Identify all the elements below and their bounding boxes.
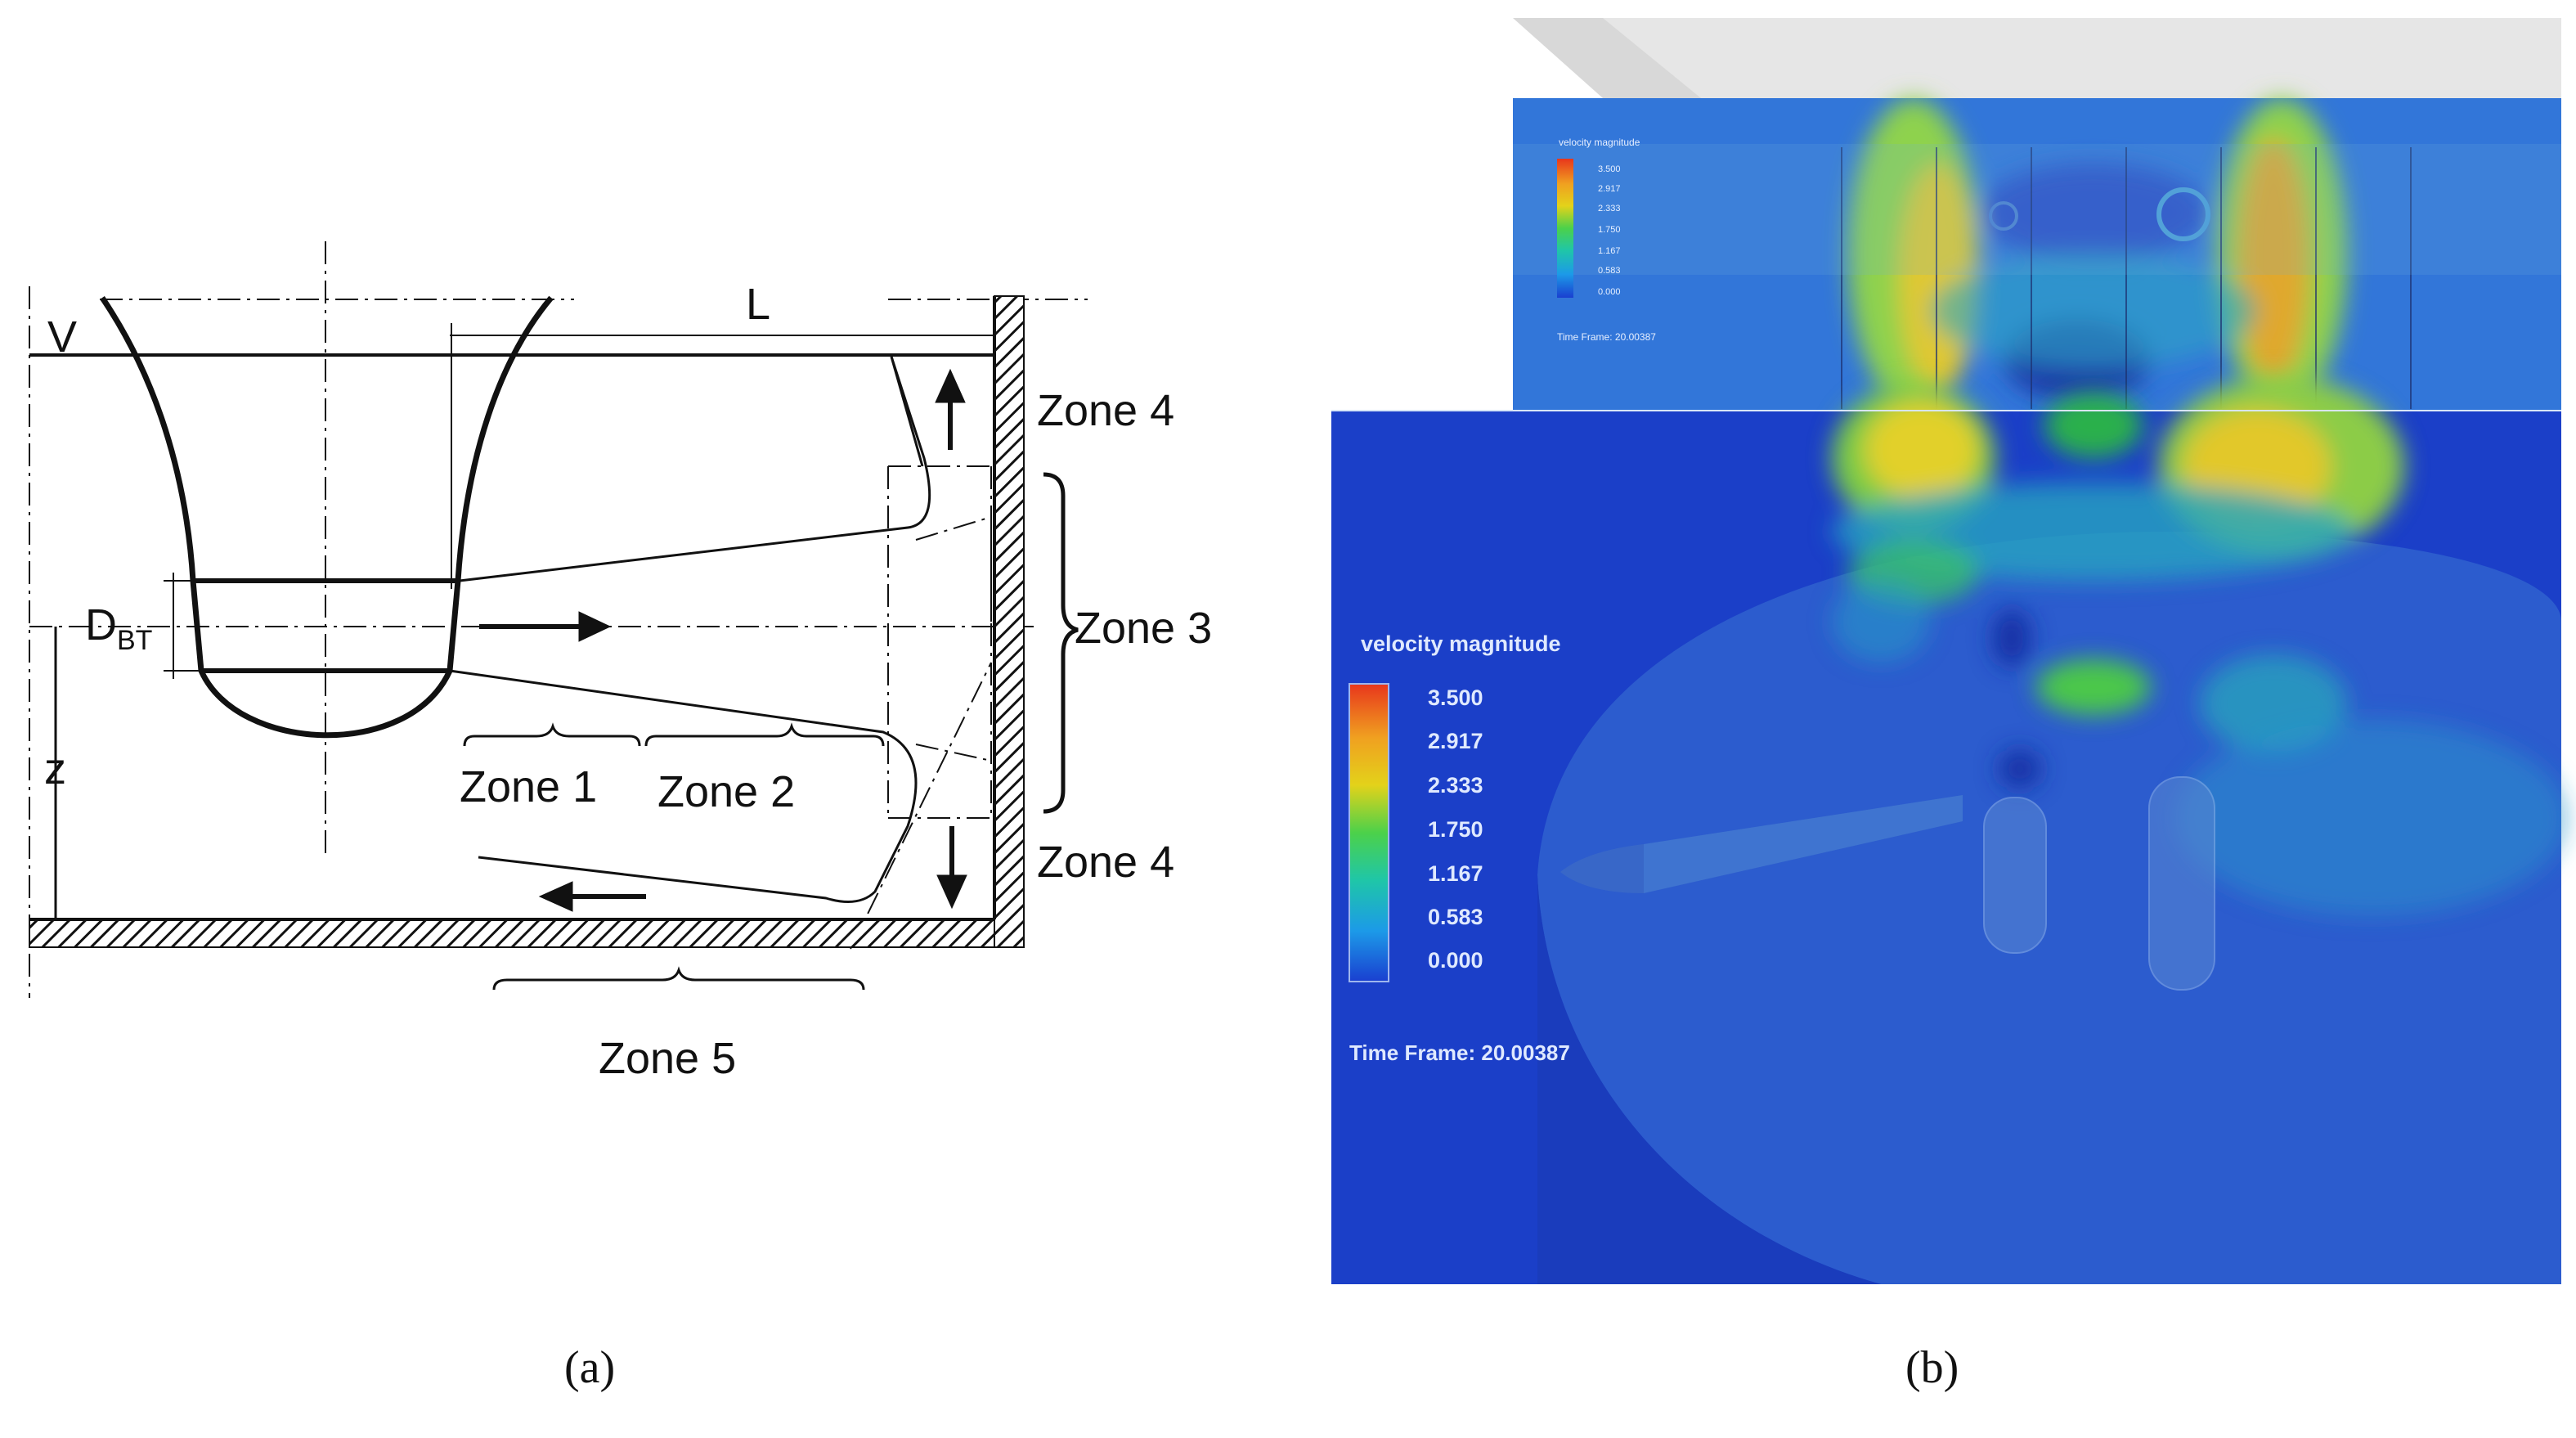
zone-braces [463, 472, 1079, 991]
panel-a-schematic: V L z DBT Zone 1 Zone 2 Zone 3 Zone 4 Zo… [29, 241, 1212, 1083]
bowl-body [100, 295, 554, 739]
legend-tick: 3.500 [1428, 685, 1483, 710]
bottom-wall [29, 919, 1025, 948]
schematic-labels: V L z DBT Zone 1 Zone 2 Zone 3 Zone 4 Zo… [44, 280, 1212, 1083]
main-view: velocity magnitude 3.500 2.917 2.333 1.7… [1331, 376, 2568, 1284]
small-legend-tick: 0.000 [1598, 287, 1621, 297]
legend-title: velocity magnitude [1361, 631, 1561, 656]
label-zone4-bottom: Zone 4 [1037, 838, 1174, 887]
small-legend-tick: 2.917 [1598, 184, 1621, 194]
label-z: z [44, 744, 66, 793]
small-legend-tick: 1.167 [1598, 246, 1621, 256]
label-zone3: Zone 3 [1075, 604, 1212, 653]
caption-b: (b) [1905, 1342, 1959, 1393]
label-zone4-top: Zone 4 [1037, 386, 1174, 435]
panel-b-cfd-render: velocity magnitude 3.500 2.917 2.333 1.7… [1331, 18, 2568, 1284]
label-dbt: DBT [85, 600, 152, 656]
dbt-dimension [164, 573, 201, 679]
l-dimension [450, 323, 994, 589]
small-legend-title: velocity magnitude [1559, 137, 1640, 148]
small-legend-tick: 1.750 [1598, 225, 1621, 235]
legend-tick: 1.167 [1428, 861, 1483, 886]
label-zone2: Zone 2 [657, 767, 795, 816]
small-colorbar [1557, 159, 1573, 298]
cone-shape [1560, 795, 1963, 893]
label-l: L [746, 280, 770, 329]
small-legend-tick: 3.500 [1598, 164, 1621, 174]
legend-tick: 2.333 [1428, 773, 1483, 798]
small-legend-tick: 0.583 [1598, 266, 1621, 276]
legend-tick: 2.917 [1428, 729, 1483, 753]
right-wall [994, 295, 1025, 948]
label-v: V [47, 312, 77, 362]
time-frame: Time Frame: 20.00387 [1349, 1040, 1570, 1065]
flow-arrows [479, 368, 967, 912]
small-time-frame: Time Frame: 20.00387 [1557, 331, 1656, 343]
colorbar [1349, 683, 1389, 982]
caption-a: (a) [564, 1342, 616, 1393]
label-zone5: Zone 5 [599, 1034, 736, 1083]
flow-lines [449, 356, 931, 903]
legend-tick: 1.750 [1428, 817, 1483, 842]
cylinders [1983, 776, 2215, 991]
legend-tick: 0.583 [1428, 905, 1483, 929]
label-zone1: Zone 1 [460, 762, 597, 811]
upper-view: velocity magnitude 3.500 2.917 2.333 1.7… [1513, 98, 2561, 411]
main-legend: velocity magnitude 3.500 2.917 2.333 1.7… [1349, 631, 1570, 1065]
small-legend: velocity magnitude 3.500 2.917 2.333 1.7… [1557, 137, 1656, 343]
legend-tick: 0.000 [1428, 948, 1483, 973]
small-legend-tick: 2.333 [1598, 204, 1621, 213]
